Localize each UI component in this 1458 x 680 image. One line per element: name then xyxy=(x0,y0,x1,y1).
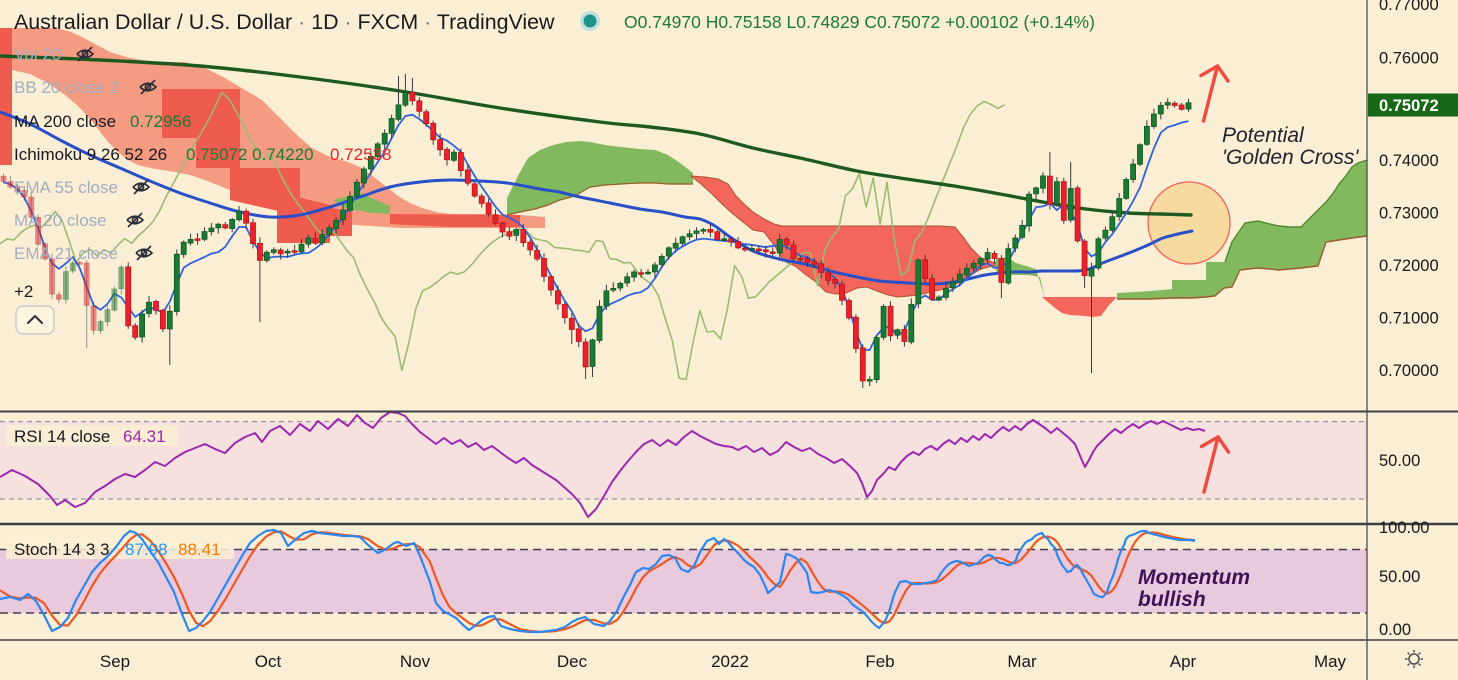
svg-text:EMA 55 close: EMA 55 close xyxy=(14,178,118,197)
svg-text:Vol 20: Vol 20 xyxy=(14,45,61,64)
svg-text:0.75072: 0.75072 xyxy=(1379,97,1439,115)
svg-text:'Golden Cross': 'Golden Cross' xyxy=(1222,146,1359,169)
svg-text:50.00: 50.00 xyxy=(1379,568,1420,586)
svg-text:87.98: 87.98 xyxy=(125,540,168,559)
svg-text:Oct: Oct xyxy=(255,652,282,671)
svg-text:Australian Dollar / U.S. Dolla: Australian Dollar / U.S. Dollar · 1D · F… xyxy=(14,10,555,34)
svg-text:EMA 21 close: EMA 21 close xyxy=(14,244,118,263)
svg-text:May: May xyxy=(1314,652,1347,671)
svg-text:Apr: Apr xyxy=(1170,652,1197,671)
svg-text:BB 20 close 2: BB 20 close 2 xyxy=(14,78,119,97)
svg-text:+2: +2 xyxy=(14,282,33,301)
svg-text:0.72956: 0.72956 xyxy=(130,112,191,131)
svg-text:Ichimoku 9 26 52 26: Ichimoku 9 26 52 26 xyxy=(14,145,167,164)
svg-text:0.75072 0.74220: 0.75072 0.74220 xyxy=(186,145,314,164)
svg-text:88.41: 88.41 xyxy=(178,540,221,559)
svg-text:Sep: Sep xyxy=(100,652,130,671)
svg-text:50.00: 50.00 xyxy=(1379,452,1420,470)
svg-text:64.31: 64.31 xyxy=(123,427,166,446)
svg-text:Mar: Mar xyxy=(1007,652,1037,671)
svg-text:Potential: Potential xyxy=(1222,124,1305,147)
svg-text:0.71000: 0.71000 xyxy=(1379,310,1439,328)
svg-text:0.77000: 0.77000 xyxy=(1379,0,1439,14)
svg-text:0.70000: 0.70000 xyxy=(1379,362,1439,380)
svg-text:0.72538: 0.72538 xyxy=(330,145,391,164)
svg-text:2022: 2022 xyxy=(711,652,749,671)
svg-text:bullish: bullish xyxy=(1138,588,1206,611)
svg-text:0.00: 0.00 xyxy=(1379,621,1411,639)
svg-text:Momentum: Momentum xyxy=(1138,566,1250,589)
svg-text:Dec: Dec xyxy=(557,652,588,671)
svg-text:0.76000: 0.76000 xyxy=(1379,50,1439,68)
svg-text:Stoch 14 3 3: Stoch 14 3 3 xyxy=(14,540,109,559)
svg-text:0.72000: 0.72000 xyxy=(1379,257,1439,275)
svg-text:Feb: Feb xyxy=(865,652,894,671)
svg-text:Nov: Nov xyxy=(400,652,431,671)
svg-text:0.74000: 0.74000 xyxy=(1379,152,1439,170)
svg-text:MA 200 close: MA 200 close xyxy=(14,112,116,131)
svg-text:O0.74970 H0.75158 L0.74829 C0.: O0.74970 H0.75158 L0.74829 C0.75072 +0.0… xyxy=(624,12,1095,32)
svg-text:RSI 14 close: RSI 14 close xyxy=(14,427,110,446)
svg-text:0.73000: 0.73000 xyxy=(1379,205,1439,223)
svg-text:100.00: 100.00 xyxy=(1379,519,1429,537)
svg-text:MA 20 close: MA 20 close xyxy=(14,211,107,230)
